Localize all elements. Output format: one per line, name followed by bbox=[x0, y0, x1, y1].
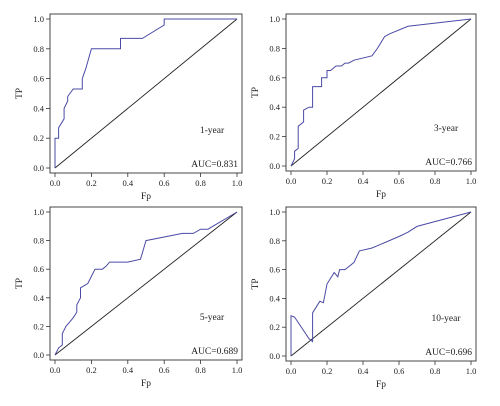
y-tick-label: 0.8 bbox=[33, 44, 44, 54]
y-axis-label: TP bbox=[251, 87, 261, 98]
y-tick-label: 1.0 bbox=[269, 14, 280, 24]
x-tick-label: 0.2 bbox=[86, 178, 97, 188]
y-tick-label: 0.6 bbox=[33, 74, 44, 84]
period-label: 1-year bbox=[200, 126, 225, 136]
y-tick-label: 1.0 bbox=[33, 14, 44, 24]
x-tick-label: 0.0 bbox=[286, 366, 297, 376]
y-tick-label: 0.6 bbox=[269, 265, 280, 275]
x-tick-label: 0.2 bbox=[322, 366, 333, 376]
auc-label: AUC=0.696 bbox=[425, 348, 472, 358]
x-axis-label: Fp bbox=[376, 190, 386, 200]
roc-panel-2: 0.0 0.2 0.4 0.6 0.8 1.0 0.0 0.2 0.4 0.6 0.8 1.0 Fp TP… bbox=[251, 13, 477, 200]
x-tick-label: 0.8 bbox=[195, 178, 206, 188]
auc-label: AUC=0.766 bbox=[425, 158, 472, 168]
diagonal-reference-line bbox=[54, 18, 238, 169]
y-tick-label: 0.4 bbox=[269, 102, 280, 112]
x-tick-label: 0.6 bbox=[159, 365, 170, 375]
y-tick-label: 0.0 bbox=[269, 161, 280, 171]
x-tick-label: 0.8 bbox=[430, 366, 441, 376]
x-tick-label: 0.6 bbox=[394, 176, 405, 186]
x-tick-label: 1.0 bbox=[466, 366, 477, 376]
diagonal-reference-line bbox=[290, 18, 472, 167]
y-tick-label: 1.0 bbox=[269, 207, 280, 217]
y-tick-label: 0.2 bbox=[33, 321, 44, 331]
roc-curve bbox=[54, 18, 237, 168]
y-tick-label: 0.4 bbox=[33, 103, 44, 113]
x-tick-label: 0.4 bbox=[358, 366, 369, 376]
y-tick-label: 0.8 bbox=[269, 236, 280, 246]
y-tick-label: 0.2 bbox=[33, 133, 44, 143]
y-tick-label: 0.0 bbox=[33, 350, 44, 360]
x-tick-label: 1.0 bbox=[232, 365, 243, 375]
x-tick-label: 0.8 bbox=[430, 176, 441, 186]
plot-frame bbox=[285, 206, 477, 362]
x-tick-label: 0.2 bbox=[322, 176, 333, 186]
roc-panel-3: 0.0 0.2 0.4 0.6 0.8 1.0 0.0 0.2 0.4 0.6 0.8 1.0 Fp TP… bbox=[15, 206, 243, 389]
y-axis-label: TP bbox=[251, 278, 261, 289]
y-axis-label: TP bbox=[15, 278, 25, 289]
y-tick-label: 0.6 bbox=[269, 73, 280, 83]
x-tick-label: 0.0 bbox=[286, 176, 297, 186]
auc-label: AUC=0.689 bbox=[191, 347, 238, 357]
x-tick-label: 0.0 bbox=[50, 365, 61, 375]
x-tick-label: 1.0 bbox=[232, 178, 243, 188]
x-tick-label: 0.0 bbox=[50, 178, 61, 188]
y-tick-label: 0.4 bbox=[33, 293, 44, 303]
x-tick-label: 0.4 bbox=[122, 365, 133, 375]
roc-panel-1: 0.0 0.2 0.4 0.6 0.8 1.0 0.0 0.2 0.4 0.6 0.8 1.0 Fp TP… bbox=[15, 13, 243, 202]
diagonal-reference-line bbox=[54, 211, 238, 356]
x-tick-label: 0.6 bbox=[394, 366, 405, 376]
x-tick-label: 0.4 bbox=[122, 178, 133, 188]
x-tick-label: 0.2 bbox=[86, 365, 97, 375]
y-tick-label: 1.0 bbox=[33, 207, 44, 217]
y-tick-label: 0.4 bbox=[269, 293, 280, 303]
y-tick-label: 0.2 bbox=[269, 322, 280, 332]
roc-curve bbox=[290, 18, 472, 167]
y-tick-label: 0.8 bbox=[269, 43, 280, 53]
x-tick-label: 0.6 bbox=[159, 178, 170, 188]
y-tick-label: 0.0 bbox=[269, 351, 280, 361]
period-label: 5-year bbox=[200, 313, 225, 323]
y-tick-label: 0.2 bbox=[269, 132, 280, 142]
period-label: 3-year bbox=[434, 124, 459, 134]
period-label: 10-year bbox=[431, 314, 461, 324]
plot-frame bbox=[49, 13, 243, 174]
y-tick-label: 0.6 bbox=[33, 264, 44, 274]
roc-curve bbox=[54, 211, 238, 356]
auc-label: AUC=0.831 bbox=[191, 160, 238, 170]
x-tick-label: 1.0 bbox=[466, 176, 477, 186]
y-tick-label: 0.0 bbox=[33, 163, 44, 173]
y-tick-label: 0.8 bbox=[33, 236, 44, 246]
plot-frame bbox=[49, 206, 243, 361]
x-tick-label: 0.4 bbox=[358, 176, 369, 186]
diagonal-reference-line bbox=[290, 211, 472, 357]
x-axis-label: Fp bbox=[141, 192, 151, 202]
roc-panel-4: 0.0 0.2 0.4 0.6 0.8 1.0 0.0 0.2 0.4 0.6 0.8 1.0 Fp TP… bbox=[251, 206, 477, 390]
plot-frame bbox=[285, 13, 477, 172]
y-axis-label: TP bbox=[15, 88, 25, 99]
x-tick-label: 0.8 bbox=[195, 365, 206, 375]
x-axis-label: Fp bbox=[376, 380, 386, 390]
x-axis-label: Fp bbox=[141, 379, 151, 389]
roc-curve bbox=[290, 211, 472, 356]
